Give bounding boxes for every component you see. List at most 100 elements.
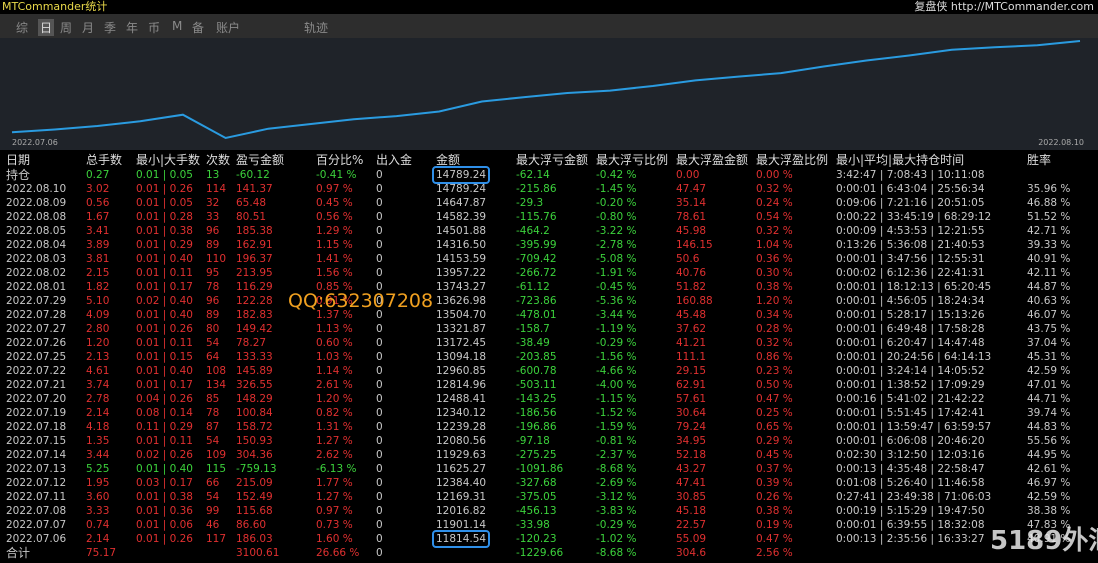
toolbar-button[interactable]: 月 xyxy=(82,21,95,35)
table-cell: 0:00:01 | 5:51:45 | 17:42:41 xyxy=(836,406,985,419)
table-cell: 0.34 % xyxy=(756,308,793,321)
table-cell: 80.51 xyxy=(236,210,267,223)
toolbar-button[interactable]: 周 xyxy=(60,21,73,35)
table-cell: 1.56 % xyxy=(316,266,353,279)
table-cell: 0.03 | 0.17 xyxy=(136,476,193,489)
table-cell: 40.76 xyxy=(676,266,707,279)
table-cell: 0.73 % xyxy=(316,518,353,531)
table-cell: 0 xyxy=(376,434,383,447)
table-cell: 3.02 xyxy=(86,183,110,195)
table-cell: 0 xyxy=(376,504,383,517)
table-cell: 0:00:01 | 4:56:05 | 18:24:34 xyxy=(836,294,985,307)
table-cell: 2022.07.28 xyxy=(6,308,67,321)
table-cell: 0 xyxy=(376,392,383,405)
table-cell: 0 xyxy=(376,322,383,335)
table-cell: -186.56 xyxy=(516,406,557,419)
toolbar-button[interactable]: 币 xyxy=(148,21,161,35)
table-cell: 2022.08.02 xyxy=(6,266,67,279)
table-cell: 42.11 % xyxy=(1027,266,1071,279)
total-cell: 75.17 xyxy=(86,547,117,560)
toolbar-button[interactable]: 备 xyxy=(192,21,205,35)
table-cell: 2022.07.26 xyxy=(6,336,67,349)
table-cell: 186.03 xyxy=(236,532,273,545)
toolbar-button[interactable]: M xyxy=(172,19,183,33)
table-cell: 213.95 xyxy=(236,266,273,279)
table-cell: -3.44 % xyxy=(596,308,637,321)
table-cell: 1.67 xyxy=(86,210,110,223)
table-cell: 13957.22 xyxy=(436,266,487,279)
table-cell: 12814.96 xyxy=(436,378,487,391)
table-cell: 57.61 xyxy=(676,392,707,405)
column-header: 出入金 xyxy=(376,153,413,167)
position-cell: 3:42:47 | 7:08:43 | 10:11:08 xyxy=(836,169,985,181)
table-cell: -478.01 xyxy=(516,308,557,321)
table-cell: 2.13 xyxy=(86,350,110,363)
table-cell: 44.95 % xyxy=(1027,448,1071,461)
table-cell: 46 xyxy=(206,518,220,531)
table-cell: 182.83 xyxy=(236,308,273,321)
table-cell: 122.28 xyxy=(236,294,273,307)
table-cell: 42.71 % xyxy=(1027,224,1071,237)
table-cell: 0.47 % xyxy=(756,532,793,545)
table-cell: 47.47 xyxy=(676,183,707,195)
table-cell: 4.18 xyxy=(86,420,110,433)
table-cell: -327.68 xyxy=(516,476,557,489)
toolbar-button[interactable]: 年 xyxy=(126,21,139,35)
table-cell: 42.59 % xyxy=(1027,490,1071,503)
table-cell: 0.01 | 0.11 xyxy=(136,434,193,447)
table-cell: 0:00:01 | 20:24:56 | 64:14:13 xyxy=(836,350,992,363)
table-cell: 0.24 % xyxy=(756,196,793,209)
table-cell: 14153.59 xyxy=(436,252,487,265)
table-cell: 42.59 % xyxy=(1027,364,1071,377)
column-header: 胜率 xyxy=(1027,153,1052,167)
table-cell: 0.01 | 0.15 xyxy=(136,350,193,363)
table-cell: -275.25 xyxy=(516,448,557,461)
table-cell: 0:00:01 | 6:49:48 | 17:58:28 xyxy=(836,322,985,335)
table-cell: 134 xyxy=(206,378,227,391)
toolbar-button[interactable]: 日 xyxy=(38,19,55,36)
toolbar-button[interactable]: 综 xyxy=(16,21,29,35)
table-cell: 326.55 xyxy=(236,378,273,391)
column-header: 金额 xyxy=(436,153,461,167)
table-cell: 46.97 % xyxy=(1027,476,1071,489)
table-cell: 12169.31 xyxy=(436,490,487,503)
table-cell: 162.91 xyxy=(236,238,273,251)
table-cell: 33 xyxy=(206,210,220,223)
table-cell: 0.11 | 0.29 xyxy=(136,420,193,433)
table-cell: 0 xyxy=(376,210,383,223)
table-cell: 99 xyxy=(206,504,220,517)
toolbar-button[interactable]: 季 xyxy=(104,21,117,35)
table-cell: 2022.07.22 xyxy=(6,364,67,377)
table-cell: 0 xyxy=(376,490,383,503)
table-cell: -503.11 xyxy=(516,378,557,391)
table-cell: 0.29 % xyxy=(756,434,793,447)
table-cell: 304.36 xyxy=(236,448,273,461)
table-cell: -0.29 % xyxy=(596,336,637,349)
table-cell: 0 xyxy=(376,224,383,237)
toolbar-button[interactable]: 轨迹 xyxy=(304,21,329,35)
table-cell: 0.01 | 0.26 xyxy=(136,322,193,335)
table-cell: 51.82 xyxy=(676,280,707,293)
table-cell: 0.50 % xyxy=(756,378,793,391)
table-cell: 79.24 xyxy=(676,420,707,433)
table-cell: -1.56 % xyxy=(596,350,637,363)
table-cell: 100.84 xyxy=(236,406,273,419)
toolbar-button[interactable]: 账户 xyxy=(216,21,241,35)
table-cell: 0.56 % xyxy=(316,210,353,223)
table-cell: -4.66 % xyxy=(596,364,637,377)
table-cell: 11929.63 xyxy=(436,448,487,461)
table-cell: 2.61 % xyxy=(316,378,353,391)
table-cell: 0.36 % xyxy=(756,252,793,265)
table-cell: 64 xyxy=(206,350,220,363)
table-cell: 0 xyxy=(376,448,383,461)
table-cell: 41.21 xyxy=(676,336,707,349)
table-cell: 1.41 % xyxy=(316,252,353,265)
table-cell: -3.83 % xyxy=(596,504,637,517)
table-cell: 0.82 % xyxy=(316,406,353,419)
table-cell: 2022.08.10 xyxy=(6,183,67,195)
table-cell: 0.01 | 0.26 xyxy=(136,183,193,195)
table-cell: -375.05 xyxy=(516,490,557,503)
table-cell: 96 xyxy=(206,224,220,237)
table-cell: 44.71 % xyxy=(1027,392,1071,405)
table-cell: 0.38 % xyxy=(756,504,793,517)
